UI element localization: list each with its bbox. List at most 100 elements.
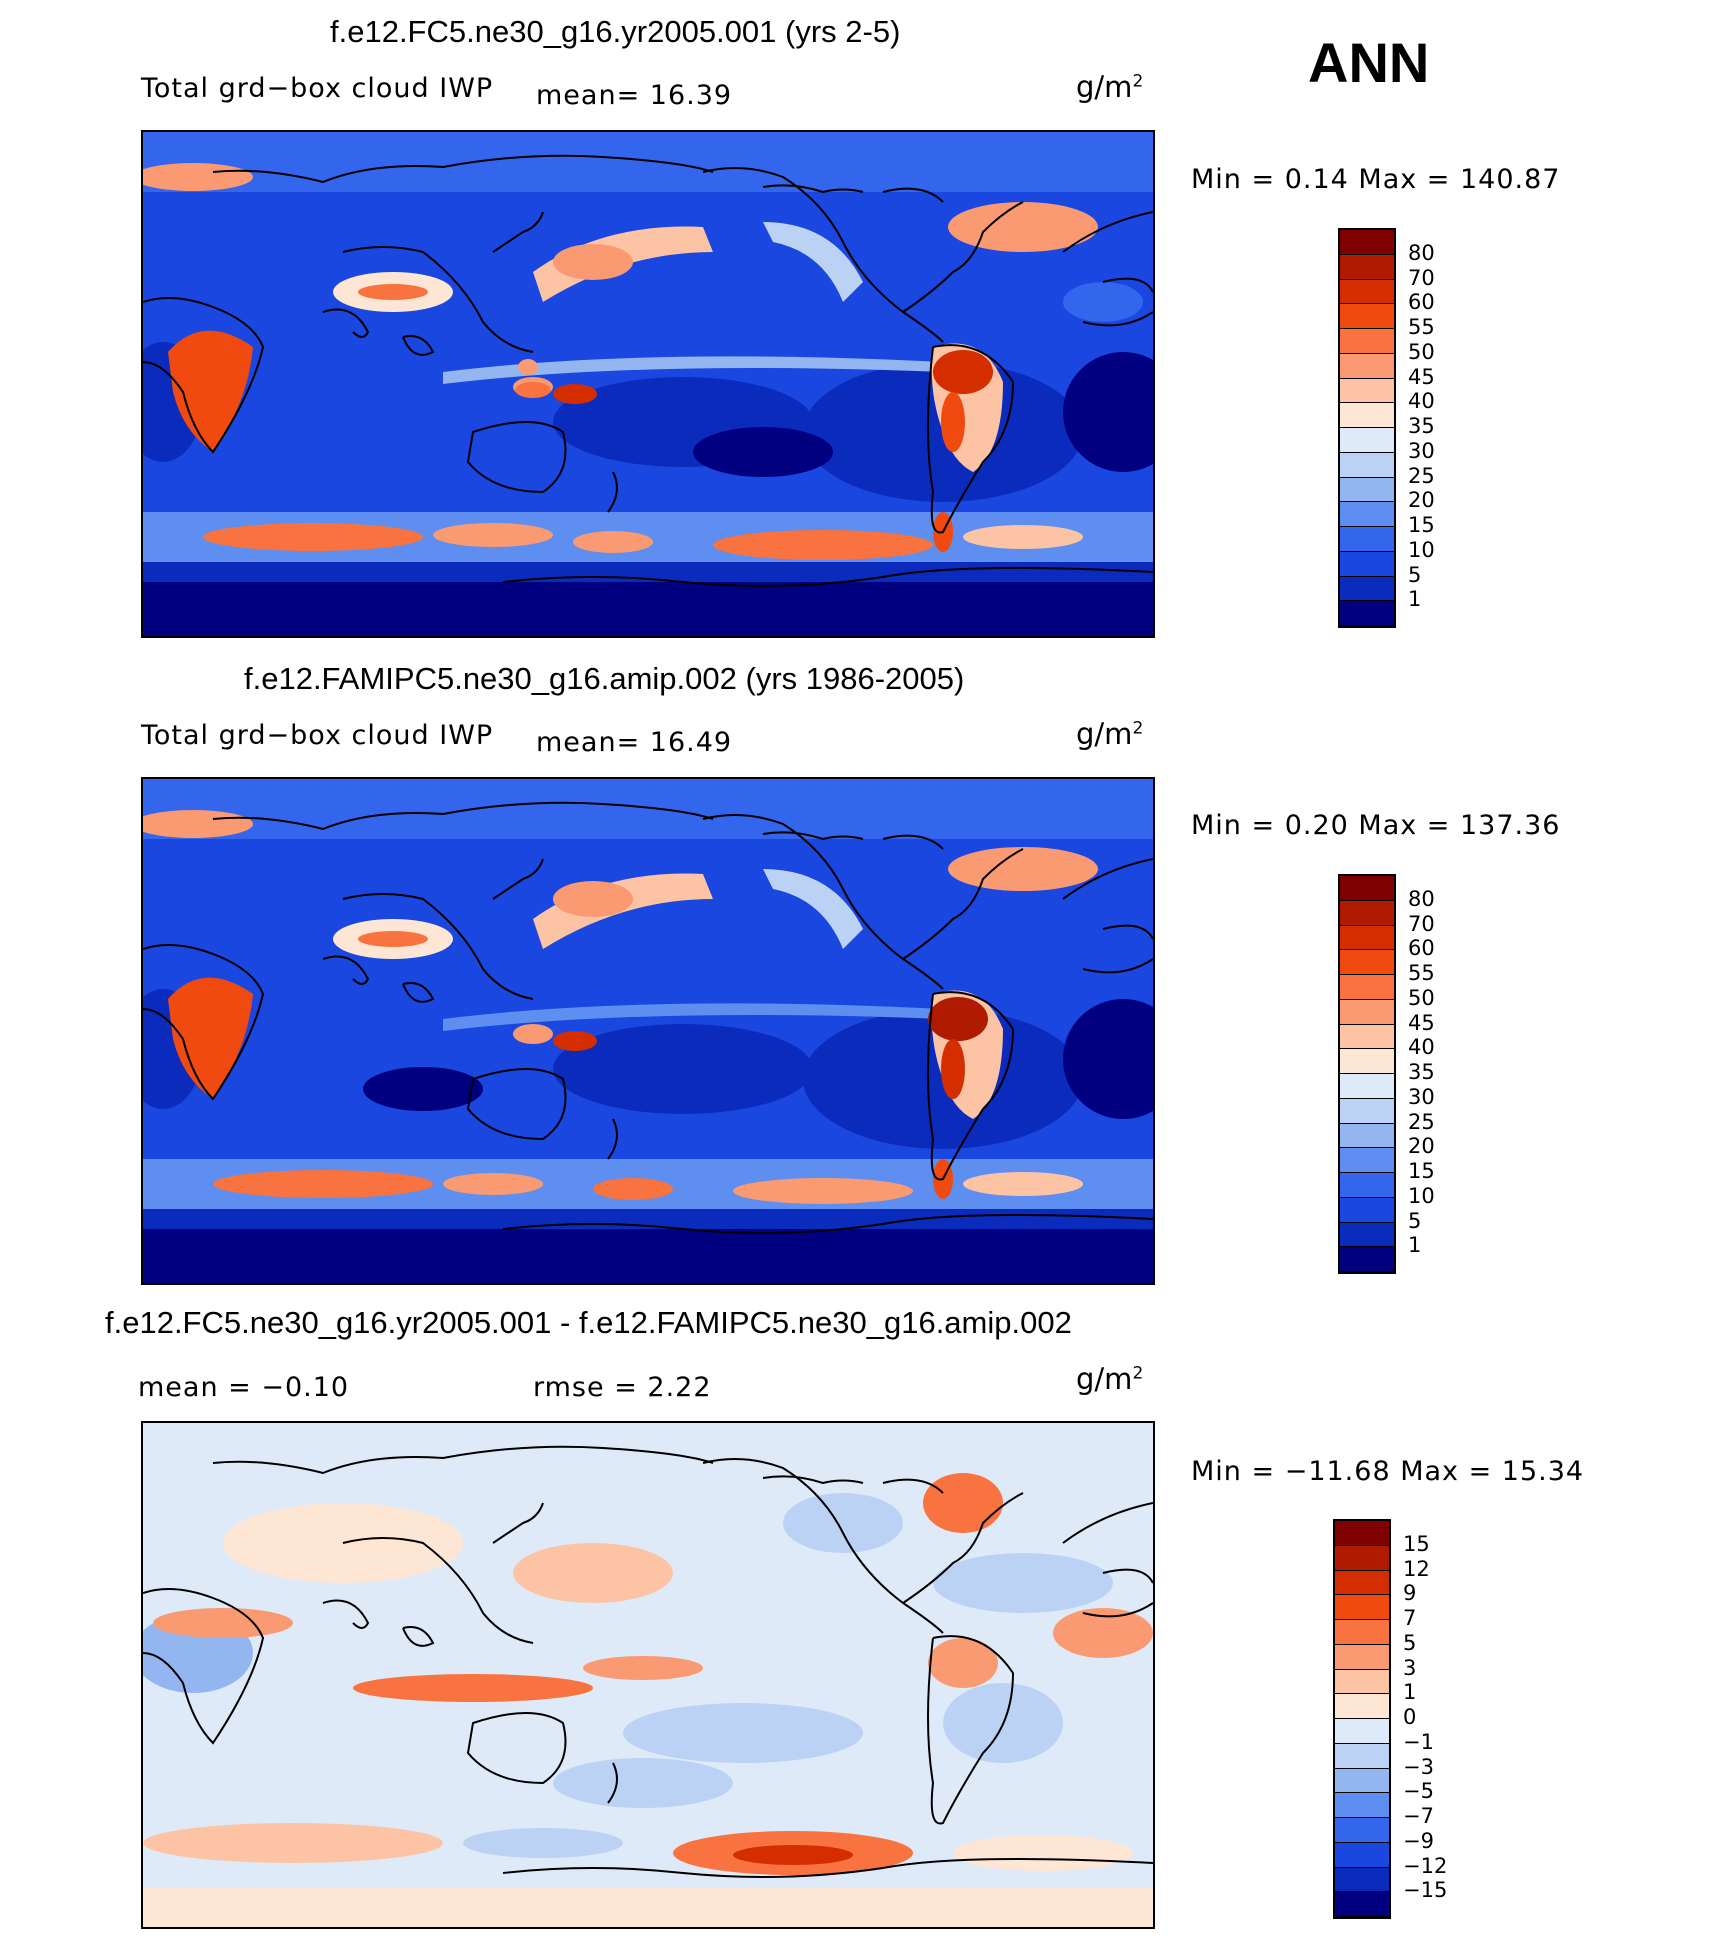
panel-3-colorbar-swatches <box>1333 1519 1391 1919</box>
colorbar-label: 15 <box>1408 1159 1435 1183</box>
colorbar-label: 1 <box>1403 1680 1417 1705</box>
colorbar-label: 0 <box>1403 1705 1417 1729</box>
panel-2-title: f.e12.FAMIPC5.ne30_g16.amip.002 (yrs 198… <box>244 661 965 696</box>
colorbar-swatch <box>1340 1247 1394 1272</box>
colorbar-swatch <box>1340 477 1394 503</box>
colorbar-swatch <box>1340 999 1394 1025</box>
colorbar-label: 70 <box>1408 265 1435 290</box>
colorbar-swatch <box>1340 1173 1394 1198</box>
panel-2-mean: mean= 16.49 <box>536 727 733 758</box>
colorbar-label: 60 <box>1408 936 1435 961</box>
colorbar-swatch <box>1340 353 1394 379</box>
colorbar-label: −1 <box>1403 1729 1434 1754</box>
colorbar-label: 55 <box>1408 961 1435 985</box>
colorbar-label: 25 <box>1408 1109 1435 1134</box>
colorbar-label: 10 <box>1408 1183 1435 1208</box>
colorbar-swatch <box>1335 1521 1389 1546</box>
colorbar-label: 9 <box>1403 1581 1417 1606</box>
colorbar-label: 35 <box>1408 1060 1435 1084</box>
panel-1-minmax: Min = 0.14 Max = 140.87 <box>1191 164 1561 195</box>
colorbar-swatch <box>1340 279 1394 305</box>
colorbar-swatch <box>1340 876 1394 901</box>
colorbar-label: 5 <box>1408 562 1422 587</box>
colorbar-swatch <box>1340 502 1394 527</box>
colorbar-label: 80 <box>1408 240 1435 265</box>
panel-2-units: g/m2 <box>1076 717 1144 751</box>
colorbar-swatch <box>1340 1024 1394 1050</box>
colorbar-swatch <box>1340 1074 1394 1099</box>
colorbar-swatch <box>1335 1842 1389 1868</box>
colorbar-label: 45 <box>1408 1010 1435 1035</box>
colorbar-swatch <box>1340 1148 1394 1173</box>
colorbar-label: 7 <box>1403 1606 1417 1630</box>
panel-1-map <box>141 130 1155 638</box>
colorbar-swatch <box>1340 1049 1394 1074</box>
panel-2-colorbar-swatches <box>1338 874 1396 1274</box>
colorbar-swatch <box>1335 1867 1389 1893</box>
colorbar-swatch <box>1340 1123 1394 1149</box>
colorbar-label: 50 <box>1408 985 1435 1010</box>
colorbar-swatch <box>1340 254 1394 280</box>
colorbar-swatch <box>1340 1197 1394 1223</box>
colorbar-label: 25 <box>1408 463 1435 488</box>
colorbar-swatch <box>1340 975 1394 1000</box>
colorbar-swatch <box>1335 1694 1389 1719</box>
panel-2-variable: Total grd−box cloud IWP <box>141 720 494 751</box>
colorbar-swatch <box>1335 1620 1389 1645</box>
colorbar-swatch <box>1340 576 1394 602</box>
colorbar-label: 15 <box>1408 513 1435 537</box>
colorbar-swatch <box>1335 1595 1389 1620</box>
colorbar-label: 1 <box>1408 587 1422 612</box>
colorbar-label: 60 <box>1408 290 1435 315</box>
colorbar-label: −15 <box>1403 1878 1448 1903</box>
colorbar-label: 30 <box>1408 1084 1435 1109</box>
colorbar-swatch <box>1340 1098 1394 1124</box>
colorbar-swatch <box>1340 329 1394 354</box>
panel-3-title: f.e12.FC5.ne30_g16.yr2005.001 - f.e12.FA… <box>105 1305 1072 1340</box>
panel-1-units: g/m2 <box>1076 70 1144 104</box>
panel-1-variable: Total grd−box cloud IWP <box>141 73 494 104</box>
colorbar-label: 40 <box>1408 389 1435 414</box>
panel-1-colorbar-swatches <box>1338 228 1396 628</box>
colorbar-swatch <box>1340 230 1394 255</box>
colorbar-label: 20 <box>1408 488 1435 513</box>
colorbar-swatch <box>1340 527 1394 552</box>
colorbar-label: 1 <box>1408 1233 1422 1258</box>
panel-1-title: f.e12.FC5.ne30_g16.yr2005.001 (yrs 2-5) <box>330 14 901 49</box>
colorbar-swatch <box>1335 1644 1389 1670</box>
colorbar-label: 70 <box>1408 911 1435 936</box>
colorbar-swatch <box>1340 304 1394 329</box>
colorbar-label: 55 <box>1408 315 1435 339</box>
colorbar-label: 20 <box>1408 1134 1435 1159</box>
panel-2-map <box>141 777 1155 1285</box>
colorbar-label: 80 <box>1408 886 1435 911</box>
colorbar-swatch <box>1335 1793 1389 1818</box>
colorbar-label: −12 <box>1403 1853 1448 1878</box>
panel-3-mean: mean = −0.10 <box>138 1372 350 1403</box>
colorbar-label: 45 <box>1408 364 1435 389</box>
colorbar-swatch <box>1335 1818 1389 1843</box>
colorbar-label: 30 <box>1408 438 1435 463</box>
colorbar-label: 5 <box>1408 1208 1422 1233</box>
colorbar-swatch <box>1340 925 1394 951</box>
colorbar-swatch <box>1335 1669 1389 1695</box>
colorbar-label: 40 <box>1408 1035 1435 1060</box>
colorbar-swatch <box>1335 1892 1389 1917</box>
panel-3-map <box>141 1421 1155 1929</box>
colorbar-label: 5 <box>1403 1630 1417 1655</box>
colorbar-swatch <box>1335 1743 1389 1769</box>
colorbar-label: −3 <box>1403 1754 1434 1779</box>
panel-1-mean: mean= 16.39 <box>536 80 733 111</box>
colorbar-label: −9 <box>1403 1828 1434 1853</box>
colorbar-label: 3 <box>1403 1655 1417 1680</box>
colorbar-label: 15 <box>1403 1531 1430 1556</box>
colorbar-swatch <box>1340 403 1394 428</box>
colorbar-swatch <box>1340 900 1394 926</box>
colorbar-label: 35 <box>1408 414 1435 438</box>
panel-2-minmax: Min = 0.20 Max = 137.36 <box>1191 810 1561 841</box>
colorbar-label: 12 <box>1403 1556 1430 1581</box>
colorbar-swatch <box>1335 1719 1389 1744</box>
colorbar-swatch <box>1340 950 1394 975</box>
colorbar-swatch <box>1340 601 1394 626</box>
colorbar-swatch <box>1335 1545 1389 1571</box>
